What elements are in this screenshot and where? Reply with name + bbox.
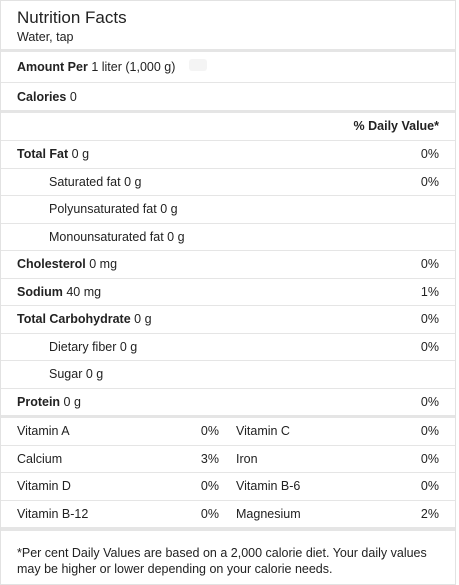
vitamin-percent: 0%	[420, 424, 439, 438]
vitamin-label: Vitamin B-6	[236, 479, 301, 493]
vitamin-percent: 0%	[420, 451, 439, 466]
food-name: Water, tap	[17, 30, 74, 44]
nutrient-amount: 0 g	[85, 367, 104, 381]
divider-thick	[1, 416, 455, 418]
vitamin-label: Vitamin B-12	[17, 506, 89, 521]
nutrient-daily-percent: 0%	[420, 174, 439, 189]
nutrient-amount: 40 mg	[66, 284, 102, 299]
nutrient-amount: 0 g	[167, 229, 185, 244]
vitamin-percent: 2%	[420, 506, 439, 521]
nutrient-label: Dietary fiber	[49, 339, 117, 354]
nutrient-amount: 0 mg	[89, 257, 118, 271]
nutrition-title: Nutrition Facts	[17, 8, 127, 27]
vitamin-label: Vitamin D	[17, 479, 71, 493]
nutrient-label: Monounsaturated fat	[49, 229, 164, 244]
vitamin-percent: 0%	[420, 479, 439, 493]
nutrient-daily-percent: 0%	[420, 257, 439, 271]
vitamin-list: Vitamin A 0% Vitamin C 0% Calcium 3% Iron 0% Vit…	[1, 418, 455, 528]
nutrient-row: Total Carbohydrate 0 g 0%	[1, 306, 455, 334]
nutrient-label: Total Fat	[17, 147, 69, 161]
vitamin-row: Calcium 3% Iron 0%	[1, 446, 455, 473]
nutrient-row: Total Fat 0 g 0%	[1, 141, 455, 169]
nutrient-row: Protein 0 g 0%	[1, 389, 455, 416]
vitamin-label: Vitamin C	[236, 424, 290, 438]
nutrient-daily-percent: 0%	[420, 339, 439, 354]
nutrient-daily-percent: 1%	[420, 284, 439, 299]
faint-mark	[189, 59, 207, 71]
nutrient-label: Sodium	[17, 284, 63, 299]
nutrient-amount: 0 g	[134, 312, 152, 326]
vitamin-percent: 0%	[200, 424, 219, 438]
amount-per-label: Amount Per	[17, 60, 88, 74]
calories-row: Calories 0	[1, 83, 455, 113]
nutrient-label: Saturated fat	[49, 174, 121, 189]
amount-per-row: Amount Per 1 liter (1,000 g)	[1, 52, 455, 83]
nutrient-row: Saturated fat 0 g 0%	[1, 169, 455, 196]
vitamin-label: Iron	[236, 451, 258, 466]
nutrient-daily-percent: 0%	[420, 147, 439, 161]
vitamin-row: Vitamin A 0% Vitamin C 0%	[1, 418, 455, 446]
vitamin-row: Vitamin B-12 0% Magnesium 2%	[1, 501, 455, 528]
daily-value-header: % Daily Value*	[1, 113, 455, 141]
vitamin-percent: 0%	[200, 506, 219, 521]
nutrient-label: Cholesterol	[17, 257, 86, 271]
nutrient-row: Sodium 40 mg 1%	[1, 279, 455, 306]
serving-size: 1 liter (1,000 g)	[91, 60, 176, 74]
vitamin-label: Calcium	[17, 451, 63, 466]
nutrient-list: Total Fat 0 g 0% Saturated fat 0 g 0% Polyun…	[1, 141, 455, 416]
nutrient-row: Cholesterol 0 mg 0%	[1, 251, 455, 279]
divider-thick	[1, 49, 455, 52]
nutrient-amount: 0 g	[71, 147, 90, 161]
vitamin-label: Vitamin A	[17, 424, 70, 438]
divider-thick	[1, 528, 455, 531]
vitamin-row: Vitamin D 0% Vitamin B-6 0%	[1, 473, 455, 501]
nutrient-row: Sugar 0 g	[1, 361, 455, 389]
nutrient-row: Polyunsaturated fat 0 g	[1, 196, 455, 224]
nutrient-row: Dietary fiber 0 g 0%	[1, 334, 455, 361]
vitamin-percent: 3%	[200, 451, 219, 466]
nutrient-row: Monounsaturated fat 0 g	[1, 224, 455, 251]
vitamin-percent: 0%	[200, 479, 219, 493]
nutrient-label: Total Carbohydrate	[17, 312, 131, 326]
nutrient-label: Sugar	[49, 367, 83, 381]
daily-value-footnote: *Per cent Daily Values are based on a 2,…	[17, 546, 427, 576]
nutrient-amount: 0 g	[124, 174, 142, 189]
nutrient-label: Protein	[17, 394, 61, 409]
nutrient-amount: 0 g	[63, 394, 81, 409]
nutrition-header: Nutrition Facts Water, tap	[1, 1, 455, 49]
nutrient-daily-percent: 0%	[420, 394, 439, 409]
nutrient-amount: 0 g	[119, 339, 138, 354]
vitamin-label: Magnesium	[236, 506, 301, 521]
nutrient-label: Polyunsaturated fat	[49, 202, 157, 216]
nutrient-daily-percent: 0%	[420, 312, 439, 326]
nutrient-amount: 0 g	[160, 202, 178, 216]
calories-value: 0	[69, 90, 77, 104]
calories-label: Calories	[17, 90, 67, 104]
